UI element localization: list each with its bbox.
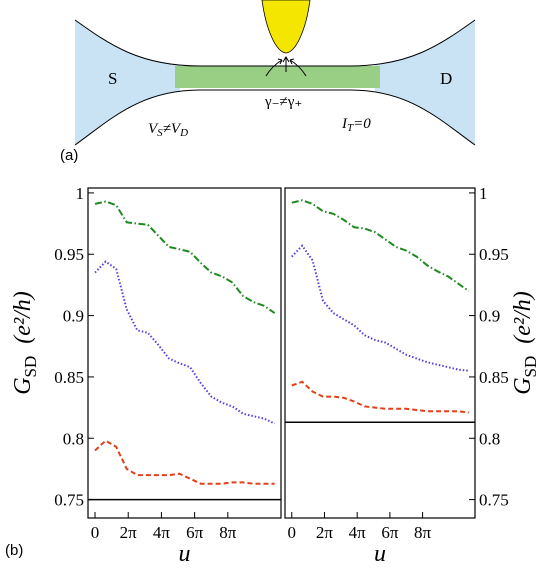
y-label-unit: (e²/h): [510, 291, 536, 344]
x-tick-label: 8π: [414, 523, 432, 542]
tip: [261, 0, 311, 54]
y-tick-label: 0.75: [479, 491, 509, 510]
y-tick-label: 1: [76, 184, 85, 203]
x-axis-label: u: [179, 541, 191, 567]
panel-label: (b): [5, 542, 23, 559]
series-line: [94, 439, 275, 485]
y-label-sub: SD: [521, 356, 540, 378]
y-tick-label: 0.8: [479, 429, 500, 448]
y-tick-label: 0.95: [54, 245, 84, 264]
x-tick-label: 4π: [153, 523, 171, 542]
plot-frame: [87, 187, 282, 519]
y-tick-label: 1: [479, 184, 488, 203]
series-line: [94, 200, 276, 314]
y-tick-label: 0.8: [63, 429, 84, 448]
y-tick-label: 0.9: [63, 307, 84, 326]
drain-label: D: [440, 69, 452, 88]
drain-region: [375, 20, 475, 145]
y-label-main: G: [510, 377, 536, 394]
x-tick-label: 0: [288, 523, 297, 542]
y-label-unit: (e²/h): [10, 291, 36, 344]
x-axis-label: u: [374, 541, 386, 567]
x-tick-label: 4π: [349, 523, 367, 542]
arrows: [265, 56, 307, 77]
y-tick-label: 0.9: [479, 307, 500, 326]
series-line: [291, 244, 469, 372]
current-label: IT=0: [341, 116, 371, 134]
panel-label: (a): [60, 147, 78, 164]
series-line: [94, 260, 276, 425]
plot-frame: [284, 187, 476, 519]
y-tick-label: 0.75: [54, 491, 84, 510]
series-line: [291, 380, 469, 414]
series-line: [291, 199, 470, 292]
y-tick-label: 0.85: [479, 368, 509, 387]
tube-edge: [74, 19, 476, 67]
tube-edge: [74, 89, 476, 146]
y-label-main: G: [10, 377, 36, 394]
y-tick-label: 0.95: [479, 245, 509, 264]
x-tick-label: 6π: [381, 523, 399, 542]
voltage-label: VS≠VD: [148, 121, 188, 139]
x-tick-label: 6π: [186, 523, 204, 542]
x-tick-label: 2π: [316, 523, 334, 542]
source-label: S: [108, 69, 117, 88]
channel: [175, 66, 380, 88]
x-tick-label: 0: [91, 523, 100, 542]
y-label-sub: SD: [21, 356, 40, 378]
y-axis-label: GSD (e²/h): [10, 291, 40, 395]
x-tick-label: 2π: [120, 523, 138, 542]
schematic: S D γ₋≠γ₊ VS≠VD IT=0 (a): [60, 0, 476, 164]
gamma-label: γ₋≠γ₊: [264, 94, 302, 110]
y-tick-label: 0.85: [54, 368, 84, 387]
x-tick-label: 8π: [219, 523, 237, 542]
y-axis-label: GSD (e²/h): [510, 291, 540, 395]
